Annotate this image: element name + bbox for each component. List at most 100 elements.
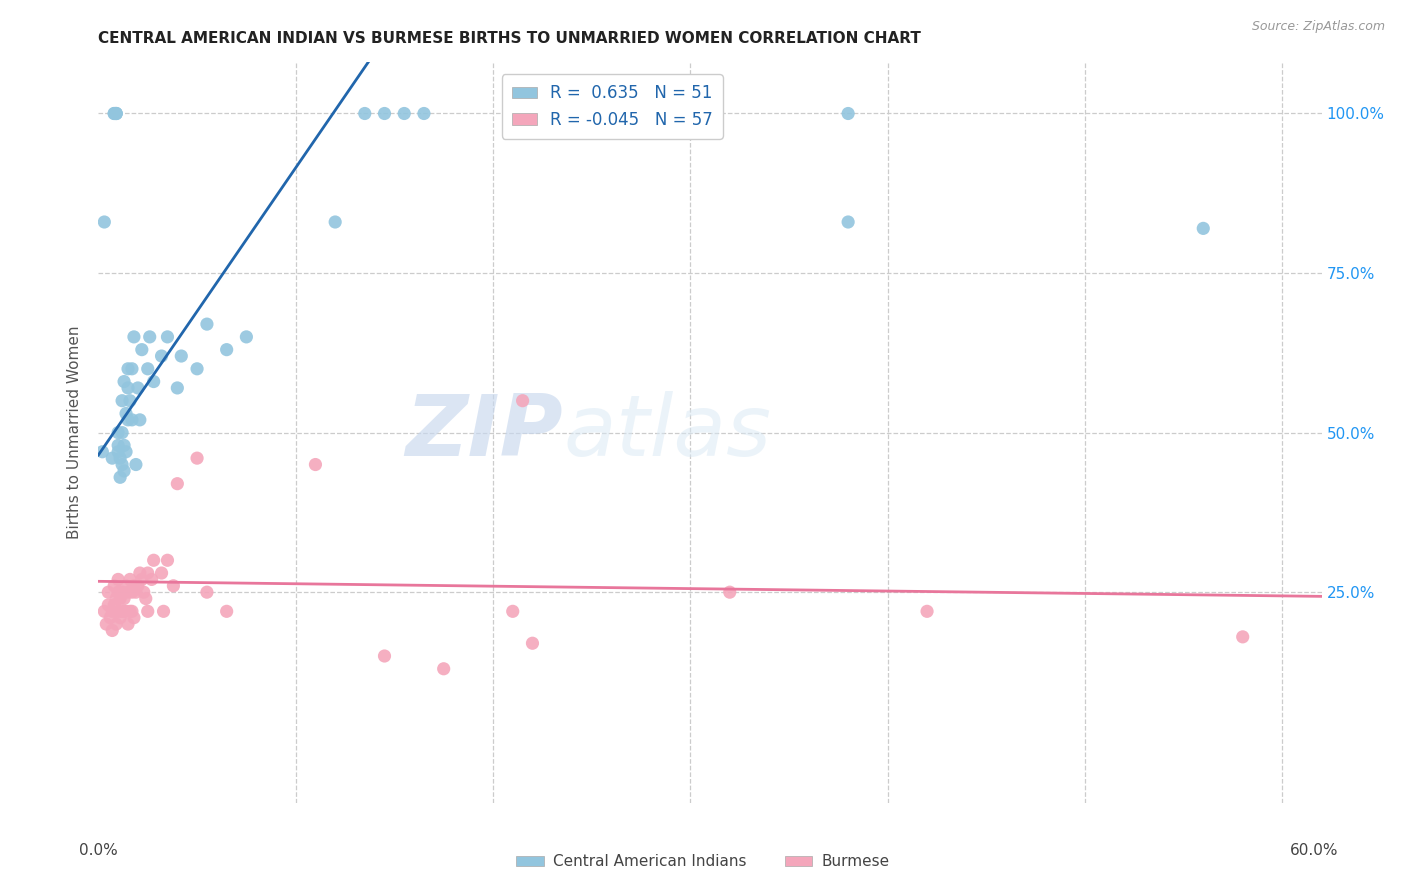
Point bbox=[115, 444, 138, 458]
Point bbox=[170, 349, 193, 363]
Point bbox=[392, 106, 416, 120]
Point bbox=[105, 106, 128, 120]
Point bbox=[108, 591, 131, 606]
Point bbox=[107, 438, 129, 452]
Point bbox=[107, 425, 129, 440]
Point bbox=[108, 611, 131, 625]
Point bbox=[215, 343, 238, 357]
Point bbox=[235, 330, 257, 344]
Point bbox=[103, 106, 125, 120]
Point bbox=[837, 106, 859, 120]
Point bbox=[112, 375, 135, 389]
Point bbox=[96, 617, 118, 632]
Text: CENTRAL AMERICAN INDIAN VS BURMESE BIRTHS TO UNMARRIED WOMEN CORRELATION CHART: CENTRAL AMERICAN INDIAN VS BURMESE BIRTH… bbox=[98, 31, 921, 46]
Point bbox=[115, 579, 138, 593]
Point bbox=[97, 585, 120, 599]
Point bbox=[115, 604, 138, 618]
Point bbox=[112, 604, 135, 618]
Point bbox=[195, 317, 218, 331]
Point bbox=[103, 579, 125, 593]
Point bbox=[186, 451, 208, 466]
Point bbox=[121, 604, 143, 618]
Point bbox=[117, 413, 139, 427]
Point bbox=[107, 444, 129, 458]
Point bbox=[136, 566, 159, 580]
Point bbox=[117, 585, 139, 599]
Point bbox=[141, 573, 163, 587]
Point bbox=[502, 604, 524, 618]
Point bbox=[166, 476, 188, 491]
Point bbox=[91, 444, 114, 458]
Point bbox=[117, 381, 139, 395]
Point bbox=[122, 611, 145, 625]
Point bbox=[512, 393, 534, 408]
Point bbox=[131, 573, 153, 587]
Point bbox=[103, 106, 125, 120]
Point bbox=[98, 611, 121, 625]
Point bbox=[103, 598, 125, 612]
Point bbox=[111, 458, 134, 472]
Point bbox=[101, 604, 124, 618]
Point bbox=[128, 413, 150, 427]
Point bbox=[108, 470, 131, 484]
Point bbox=[112, 438, 135, 452]
Point bbox=[136, 361, 159, 376]
Y-axis label: Births to Unmarried Women: Births to Unmarried Women bbox=[67, 326, 83, 540]
Point bbox=[112, 591, 135, 606]
Point bbox=[107, 585, 129, 599]
Point bbox=[186, 361, 208, 376]
Text: 60.0%: 60.0% bbox=[1291, 843, 1339, 858]
Point bbox=[121, 413, 143, 427]
Point bbox=[215, 604, 238, 618]
Point bbox=[105, 106, 128, 120]
Point bbox=[117, 361, 139, 376]
Point bbox=[122, 330, 145, 344]
Point bbox=[97, 598, 120, 612]
Point bbox=[166, 381, 188, 395]
Point bbox=[837, 215, 859, 229]
Point bbox=[150, 566, 173, 580]
Point bbox=[323, 215, 346, 229]
Point bbox=[915, 604, 938, 618]
Point bbox=[105, 617, 128, 632]
Point bbox=[111, 425, 134, 440]
Point bbox=[111, 393, 134, 408]
Point bbox=[373, 648, 395, 663]
Point bbox=[132, 585, 155, 599]
Point bbox=[107, 573, 129, 587]
Point bbox=[117, 617, 139, 632]
Point bbox=[118, 573, 141, 587]
Point bbox=[128, 566, 150, 580]
Text: 0.0%: 0.0% bbox=[79, 843, 118, 858]
Point bbox=[105, 591, 128, 606]
Point bbox=[522, 636, 544, 650]
Legend: R =  0.635   N = 51, R = -0.045   N = 57: R = 0.635 N = 51, R = -0.045 N = 57 bbox=[502, 74, 723, 139]
Point bbox=[101, 451, 124, 466]
Point bbox=[118, 604, 141, 618]
Point bbox=[150, 349, 173, 363]
Point bbox=[373, 106, 395, 120]
Text: Source: ZipAtlas.com: Source: ZipAtlas.com bbox=[1251, 20, 1385, 33]
Point bbox=[413, 106, 436, 120]
Point bbox=[142, 375, 165, 389]
Point bbox=[107, 604, 129, 618]
Point bbox=[122, 579, 145, 593]
Point bbox=[111, 585, 134, 599]
Point bbox=[121, 361, 143, 376]
Text: atlas: atlas bbox=[564, 391, 772, 475]
Point bbox=[156, 330, 179, 344]
Point bbox=[195, 585, 218, 599]
Point bbox=[111, 604, 134, 618]
Point bbox=[118, 393, 141, 408]
Point bbox=[433, 662, 456, 676]
Point bbox=[121, 585, 143, 599]
Point bbox=[1232, 630, 1254, 644]
Point bbox=[131, 343, 153, 357]
Point bbox=[125, 458, 148, 472]
Point bbox=[136, 604, 159, 618]
Point bbox=[135, 591, 157, 606]
Point bbox=[127, 579, 149, 593]
Point bbox=[156, 553, 179, 567]
Point bbox=[162, 579, 184, 593]
Text: ZIP: ZIP bbox=[405, 391, 564, 475]
